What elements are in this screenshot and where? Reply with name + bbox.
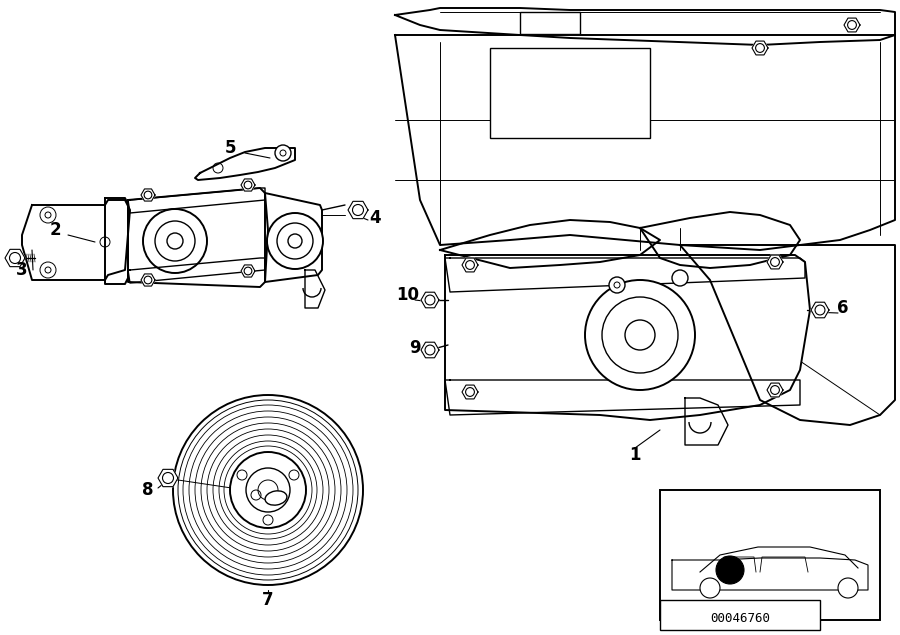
Text: 6: 6 (837, 299, 849, 317)
Polygon shape (22, 200, 130, 280)
Polygon shape (462, 258, 478, 272)
Polygon shape (445, 380, 800, 415)
Text: 2: 2 (50, 221, 61, 239)
Polygon shape (462, 385, 478, 399)
Polygon shape (421, 342, 439, 358)
Circle shape (672, 270, 688, 286)
Polygon shape (440, 220, 660, 268)
Text: 10: 10 (397, 286, 419, 304)
Polygon shape (158, 469, 178, 486)
Polygon shape (195, 148, 295, 180)
Bar (490, 48, 650, 138)
Text: 1: 1 (629, 446, 641, 464)
Polygon shape (767, 255, 783, 269)
Bar (520, 12, 580, 34)
Bar (660, 490, 880, 620)
Polygon shape (685, 398, 728, 445)
Polygon shape (395, 35, 895, 250)
Polygon shape (141, 274, 155, 286)
Polygon shape (767, 383, 783, 397)
Polygon shape (348, 201, 368, 218)
Circle shape (267, 213, 323, 269)
Ellipse shape (266, 491, 287, 505)
Polygon shape (811, 302, 829, 318)
Polygon shape (5, 250, 25, 267)
Circle shape (585, 280, 695, 390)
Polygon shape (421, 292, 439, 308)
Circle shape (237, 470, 247, 480)
Circle shape (289, 470, 299, 480)
Text: 00046760: 00046760 (710, 612, 770, 624)
Polygon shape (265, 193, 322, 282)
Polygon shape (680, 245, 895, 425)
Polygon shape (141, 189, 155, 201)
Polygon shape (844, 18, 860, 32)
Text: 5: 5 (224, 139, 236, 157)
Polygon shape (672, 558, 868, 590)
Polygon shape (128, 258, 265, 283)
Text: 9: 9 (410, 339, 421, 357)
Circle shape (838, 578, 858, 598)
Text: 4: 4 (369, 209, 381, 227)
Polygon shape (241, 179, 255, 191)
Polygon shape (128, 188, 268, 287)
Circle shape (275, 145, 291, 161)
Circle shape (230, 452, 306, 528)
Polygon shape (105, 198, 128, 284)
Bar (660, 600, 820, 630)
Text: 7: 7 (262, 591, 274, 609)
Polygon shape (445, 258, 805, 292)
Polygon shape (241, 265, 255, 277)
Circle shape (609, 277, 625, 293)
Circle shape (263, 515, 273, 525)
Polygon shape (640, 212, 800, 268)
Polygon shape (128, 188, 265, 213)
Circle shape (143, 209, 207, 273)
Text: 3: 3 (16, 261, 28, 279)
Circle shape (700, 578, 720, 598)
Polygon shape (445, 255, 810, 420)
Polygon shape (305, 270, 325, 308)
Circle shape (716, 556, 744, 584)
Text: 8: 8 (142, 481, 154, 499)
Polygon shape (395, 8, 895, 45)
Polygon shape (752, 41, 768, 55)
Circle shape (173, 395, 363, 585)
